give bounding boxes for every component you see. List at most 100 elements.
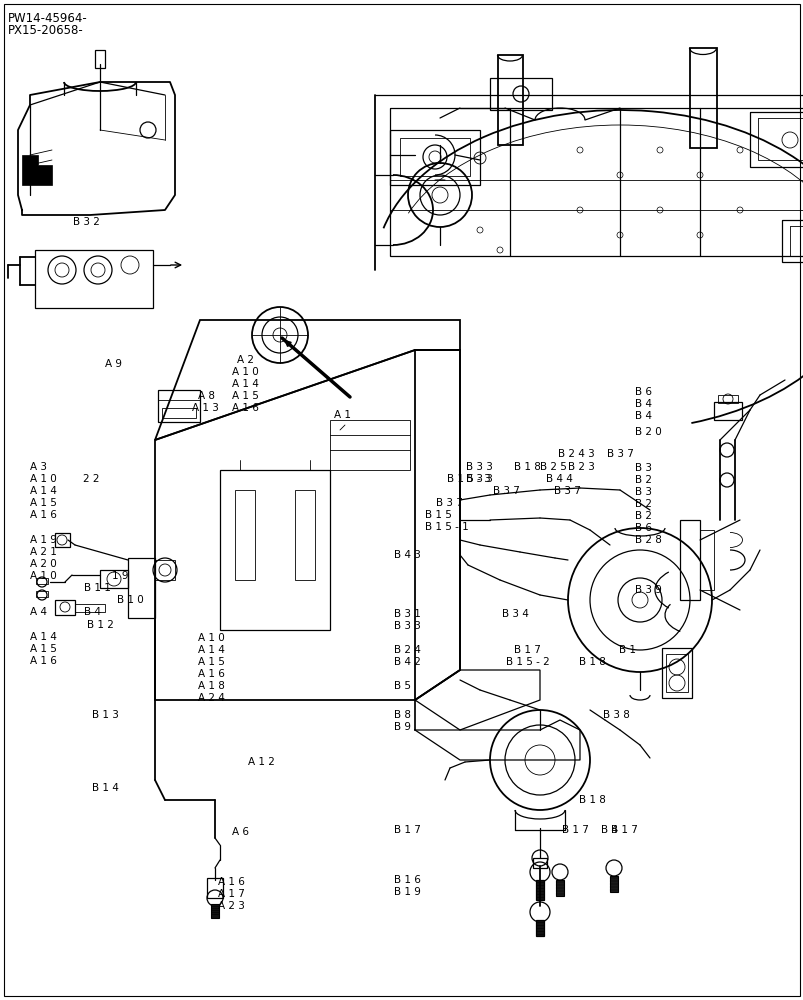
Bar	[220, 470, 329, 630]
Text: B 3 4: B 3 4	[501, 609, 528, 619]
Bar	[717, 395, 737, 403]
Text: A 2 1: A 2 1	[30, 547, 57, 557]
Text: B 3 3: B 3 3	[393, 621, 420, 631]
Bar	[497, 55, 522, 145]
Text: B 1 5: B 1 5	[425, 510, 451, 520]
Bar	[95, 50, 105, 68]
Text: A 1 4: A 1 4	[232, 379, 259, 389]
Text: B 1 8: B 1 8	[578, 657, 605, 667]
Text: B 3 3: B 3 3	[466, 462, 492, 472]
Text: B 8: B 8	[393, 710, 410, 720]
Text: B 1 7: B 1 7	[561, 825, 588, 835]
Text: A 1 7: A 1 7	[218, 889, 245, 899]
Text: B 1 1: B 1 1	[84, 583, 111, 593]
Bar	[329, 420, 410, 470]
Text: B 1 0: B 1 0	[117, 595, 144, 605]
Bar	[55, 533, 70, 547]
Text: B 9: B 9	[393, 722, 410, 732]
Text: B 1 7: B 1 7	[393, 825, 420, 835]
Text: B 2: B 2	[634, 499, 651, 509]
Bar	[400, 138, 470, 176]
Text: B 1 8: B 1 8	[513, 462, 540, 472]
Text: B 3 7: B 3 7	[553, 486, 580, 496]
Bar	[556, 880, 563, 896]
Bar	[749, 112, 803, 167]
Bar	[161, 408, 196, 418]
Text: B 1: B 1	[618, 645, 635, 655]
Bar	[757, 118, 803, 160]
Text: A 1 6: A 1 6	[232, 403, 259, 413]
Text: A 1 6: A 1 6	[218, 877, 245, 887]
Text: A 1 5: A 1 5	[232, 391, 259, 401]
Bar	[36, 591, 48, 597]
Text: A 1 4: A 1 4	[30, 632, 57, 642]
Text: B 4: B 4	[601, 825, 618, 835]
Polygon shape	[22, 155, 52, 185]
Bar	[781, 220, 803, 262]
Text: B 2 8: B 2 8	[634, 535, 661, 545]
Text: A 1 6: A 1 6	[30, 510, 57, 520]
Text: A 1 4: A 1 4	[30, 486, 57, 496]
Bar	[55, 600, 75, 615]
Text: B 4 3: B 4 3	[393, 550, 420, 560]
Text: B 3 1: B 3 1	[393, 609, 420, 619]
Bar	[234, 490, 255, 580]
Bar	[128, 558, 155, 618]
Text: A 2 3: A 2 3	[218, 901, 245, 911]
Text: PX15-20658-: PX15-20658-	[8, 24, 84, 37]
Text: A 2: A 2	[237, 355, 254, 365]
Text: B 1 5 - 3: B 1 5 - 3	[446, 474, 490, 484]
Bar	[206, 878, 222, 898]
Text: B 1 5 - 1: B 1 5 - 1	[425, 522, 468, 532]
Text: A 1 9: A 1 9	[30, 535, 57, 545]
Bar	[210, 904, 218, 918]
Text: B 1 2: B 1 2	[87, 620, 114, 630]
Bar	[536, 920, 544, 936]
Bar	[661, 648, 691, 698]
Text: A 1 5: A 1 5	[30, 644, 57, 654]
Text: A 1 5: A 1 5	[30, 498, 57, 508]
Text: B 3 7: B 3 7	[606, 449, 633, 459]
Bar	[158, 390, 200, 422]
Text: B 2: B 2	[634, 475, 651, 485]
Text: B 1 9: B 1 9	[393, 887, 420, 897]
Bar	[532, 858, 546, 868]
Text: B 3 3: B 3 3	[466, 474, 492, 484]
Bar	[489, 78, 552, 110]
Text: A 1 6: A 1 6	[30, 656, 57, 666]
Bar	[689, 48, 716, 148]
Text: A 9: A 9	[105, 359, 122, 369]
Text: B 4: B 4	[634, 411, 651, 421]
Text: B 5: B 5	[393, 681, 410, 691]
Text: B 1 3: B 1 3	[92, 710, 119, 720]
Text: 2 2: 2 2	[83, 474, 100, 484]
Bar	[789, 226, 803, 256]
Text: B 3 9: B 3 9	[634, 585, 661, 595]
Text: A 1 5: A 1 5	[198, 657, 225, 667]
Text: A 8: A 8	[198, 391, 214, 401]
Text: B 1 5 - 2: B 1 5 - 2	[505, 657, 549, 667]
Text: A 6: A 6	[232, 827, 249, 837]
Text: A 1 0: A 1 0	[30, 474, 57, 484]
Bar	[155, 560, 175, 580]
Text: PW14-45964-: PW14-45964-	[8, 12, 88, 25]
Text: A 1 0: A 1 0	[232, 367, 259, 377]
Text: B 1 6: B 1 6	[393, 875, 420, 885]
Text: A 1 8: A 1 8	[198, 681, 225, 691]
Bar	[699, 530, 713, 590]
Text: A 2 4: A 2 4	[198, 693, 225, 703]
Text: B 2 0: B 2 0	[634, 427, 661, 437]
Text: B 2 4 3: B 2 4 3	[557, 449, 594, 459]
Text: B 4 2: B 4 2	[393, 657, 420, 667]
Bar	[665, 654, 687, 692]
Text: B 6: B 6	[634, 523, 651, 533]
Text: B 4: B 4	[84, 607, 101, 617]
Text: B 3 7: B 3 7	[492, 486, 520, 496]
Text: 1 9: 1 9	[112, 571, 128, 581]
Text: A 3: A 3	[30, 462, 47, 472]
Text: B 1 7: B 1 7	[610, 825, 637, 835]
Text: A 1 4: A 1 4	[198, 645, 225, 655]
Text: A 1 3: A 1 3	[192, 403, 218, 413]
Text: B 3 2: B 3 2	[73, 217, 100, 227]
Text: B 1 7: B 1 7	[513, 645, 540, 655]
